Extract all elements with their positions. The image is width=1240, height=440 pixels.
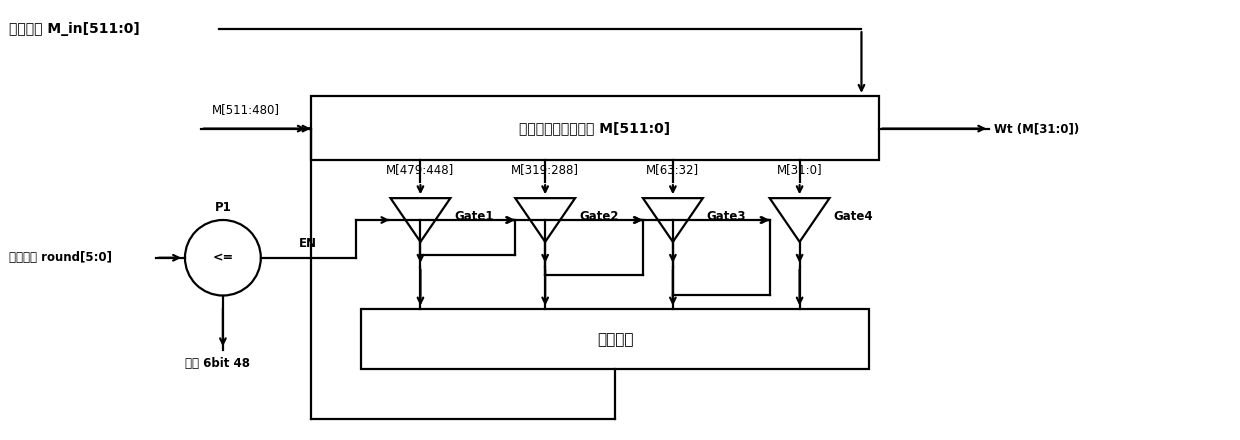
Text: 运算逻辑: 运算逻辑 xyxy=(596,332,634,347)
Text: 常数 6bit 48: 常数 6bit 48 xyxy=(186,357,250,370)
Text: M[511:480]: M[511:480] xyxy=(212,103,280,116)
Text: 消息、移位寄存器组 M[511:0]: 消息、移位寄存器组 M[511:0] xyxy=(520,121,671,135)
Text: Gate2: Gate2 xyxy=(579,209,619,223)
Text: 消息输入 M_in[511:0]: 消息输入 M_in[511:0] xyxy=(10,22,140,36)
Polygon shape xyxy=(770,198,830,242)
Text: P1: P1 xyxy=(215,201,232,214)
Polygon shape xyxy=(516,198,575,242)
Polygon shape xyxy=(644,198,703,242)
Text: 运算论数 round[5:0]: 运算论数 round[5:0] xyxy=(10,251,113,264)
Text: Gate4: Gate4 xyxy=(833,209,873,223)
Text: Gate1: Gate1 xyxy=(454,209,494,223)
Text: M[319:288]: M[319:288] xyxy=(511,163,579,176)
Bar xyxy=(361,309,869,369)
Text: M[479:448]: M[479:448] xyxy=(387,163,455,176)
Text: M[31:0]: M[31:0] xyxy=(776,163,822,176)
Polygon shape xyxy=(391,198,450,242)
Bar xyxy=(311,96,879,160)
Text: <=: <= xyxy=(212,251,233,264)
Text: EN: EN xyxy=(299,237,317,250)
Text: M[63:32]: M[63:32] xyxy=(646,163,699,176)
Text: Gate3: Gate3 xyxy=(707,209,746,223)
Text: Wt (M[31:0]): Wt (M[31:0]) xyxy=(994,122,1079,135)
